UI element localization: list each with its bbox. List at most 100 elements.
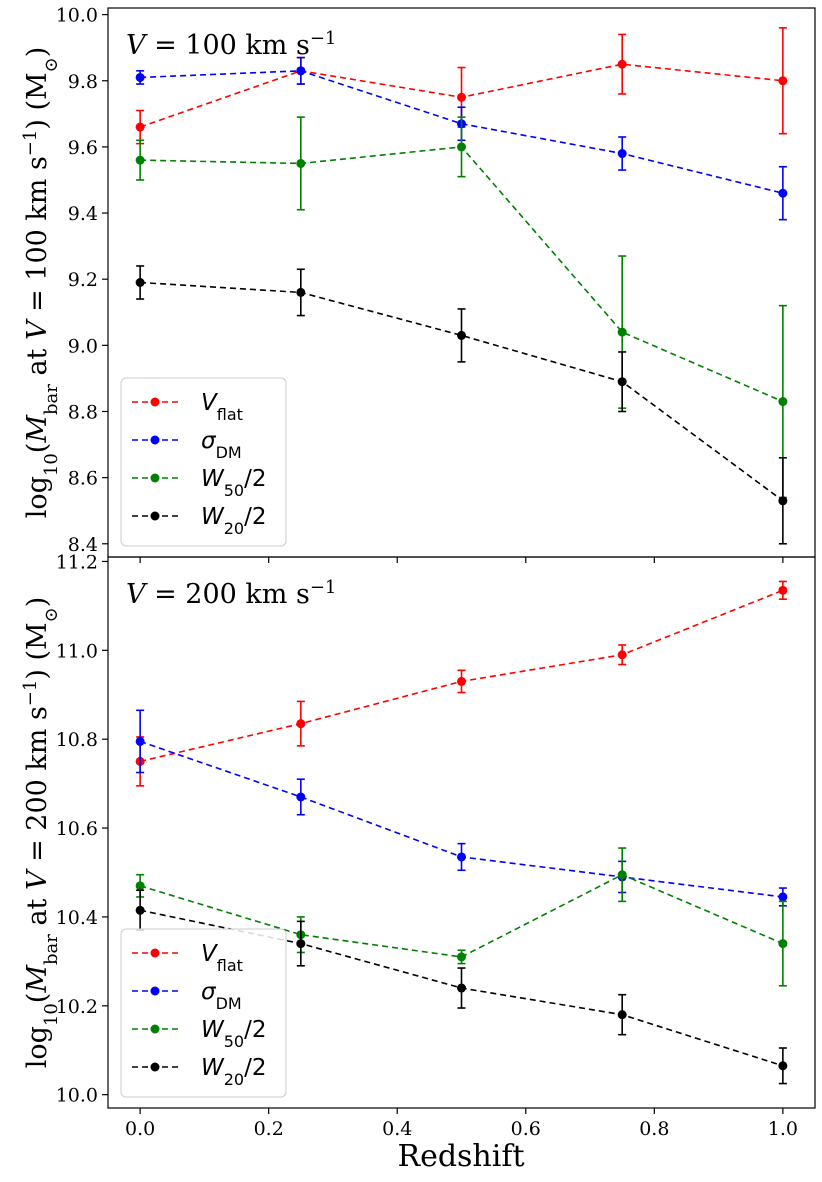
legend-box [120, 377, 287, 547]
data-point [617, 377, 627, 387]
data-point [457, 330, 466, 340]
legend-label: W20/2 [201, 1055, 267, 1089]
data-point [296, 939, 306, 949]
data-point [457, 852, 466, 862]
data-point [778, 1061, 788, 1071]
data-point [135, 736, 145, 746]
data-point [778, 585, 788, 595]
legend-label: W50/2 [201, 1017, 267, 1051]
data-point [135, 905, 145, 915]
data-point [135, 278, 145, 287]
y-tick-label: 10.0 [56, 5, 98, 27]
top-panel: 8.4 8.6 8.8 9.0 9.2 9.4 9.6 9.8 10.0 V = 100 km s… [20, 5, 816, 563]
bottom-panel: 10.0 10.2 10.4 10.6 10.8 11.0 11.2 0.0 0.2 0.4 0.6… [20, 551, 816, 1140]
data-point [617, 149, 627, 159]
series-DM [135, 56, 788, 221]
legend-label: σDM [201, 979, 242, 1013]
data-point [296, 158, 306, 168]
legend-entry: W20/2 [132, 1055, 267, 1089]
legend-entry: Vflat [132, 390, 243, 424]
data-point [296, 719, 306, 729]
x-tick-label: 0.8 [639, 1118, 669, 1140]
data-point [296, 287, 306, 297]
y-tick-label: 9.4 [68, 203, 98, 225]
x-tick-label: 0.0 [125, 1118, 155, 1140]
legend-entry: W50/2 [132, 1017, 267, 1051]
y-tick-label: 8.4 [68, 534, 98, 556]
y-tick-label: 11.2 [56, 551, 98, 573]
x-axis-label: Redshift [397, 1139, 524, 1174]
legend-marker [150, 473, 160, 483]
x-tick-label: 0.4 [382, 1118, 412, 1140]
y-tick-label: 10.4 [56, 907, 98, 929]
data-point [778, 939, 788, 949]
data-point [778, 76, 788, 86]
legend-marker [150, 397, 160, 407]
y-tick-label: 10.6 [56, 818, 98, 840]
data-point [457, 92, 466, 102]
legend-marker [150, 435, 160, 445]
data-point [135, 155, 145, 165]
y-tick-label: 8.6 [68, 468, 98, 490]
x-tick-label: 1.0 [768, 1118, 798, 1140]
data-point [135, 122, 145, 132]
legend-marker [150, 1024, 160, 1034]
legend-label: W20/2 [201, 504, 267, 538]
series-W202 [135, 265, 788, 545]
legend-label: W50/2 [201, 466, 267, 500]
series-line [139, 740, 783, 898]
data-point [296, 66, 306, 76]
data-point [617, 650, 627, 660]
legend-entry: W50/2 [132, 466, 267, 500]
y-tick-label: 9.2 [68, 269, 98, 291]
y-tick-label: 9.0 [68, 335, 98, 357]
legend: Vflat σDM W50/2 W20/2 [120, 928, 287, 1098]
legend-entry: σDM [132, 979, 242, 1013]
y-axis-label: log10(Mbar at V = 100 km s−1) (M⊙) [20, 47, 62, 519]
y-tick-label: 8.8 [68, 401, 98, 423]
data-point [778, 496, 788, 506]
data-point [457, 142, 466, 152]
legend: Vflat σDM W50/2 W20/2 [120, 377, 287, 547]
series-Vflat [135, 580, 788, 787]
series-W202 [135, 889, 788, 1085]
legend-label: Vflat [201, 390, 243, 424]
data-point [457, 676, 466, 686]
legend-label: Vflat [201, 941, 243, 975]
legend-marker [150, 1062, 160, 1072]
legend-box [120, 928, 287, 1098]
y-tick-label: 10.8 [56, 729, 98, 751]
data-point [135, 881, 145, 891]
y-tick-label: 9.6 [68, 137, 98, 159]
y-tick-label: 11.0 [56, 640, 98, 662]
legend-label: σDM [201, 428, 242, 462]
x-tick-label: 0.2 [254, 1118, 284, 1140]
legend-marker [150, 948, 160, 958]
y-tick-label: 9.8 [68, 71, 98, 93]
panel-title: V = 100 km s−1 [126, 28, 336, 62]
legend-entry: σDM [132, 428, 242, 462]
y-tick-label: 10.2 [56, 996, 98, 1018]
y-axis-label: log10(Mbar at V = 200 km s−1) (M⊙) [20, 597, 62, 1069]
legend-entry: W20/2 [132, 504, 267, 538]
series-line [140, 281, 784, 502]
data-point [457, 952, 466, 962]
data-point [135, 72, 145, 82]
series-W502 [135, 116, 788, 499]
legend-marker [150, 986, 160, 996]
panel-title: V = 200 km s−1 [126, 577, 336, 611]
series-line [140, 146, 784, 403]
data-point [617, 1010, 627, 1020]
x-tick-label: 0.6 [511, 1118, 541, 1140]
axes-frame [107, 556, 816, 1109]
data-point [296, 792, 306, 802]
y-tick-label: 10.0 [56, 1085, 98, 1107]
legend-marker [150, 511, 160, 521]
data-point [617, 59, 627, 69]
data-point [778, 188, 788, 198]
data-point [778, 892, 788, 902]
data-point [617, 327, 627, 337]
data-point [617, 870, 627, 880]
data-point [457, 983, 466, 993]
